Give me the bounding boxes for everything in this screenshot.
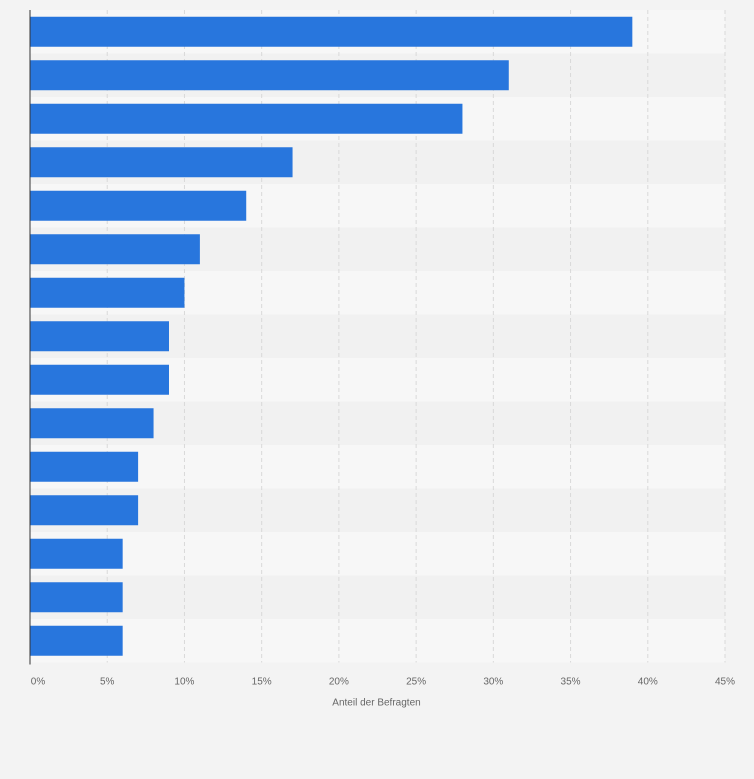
x-tick-label: 15% xyxy=(252,677,272,688)
x-tick-label: 35% xyxy=(561,677,581,688)
bar xyxy=(30,408,154,439)
row-band xyxy=(30,575,725,619)
row-band xyxy=(30,532,725,576)
x-tick-label: 30% xyxy=(483,677,503,688)
bar xyxy=(30,495,139,526)
row-band xyxy=(30,445,725,489)
x-tick-label: 10% xyxy=(174,677,194,688)
bar xyxy=(30,625,123,656)
bar xyxy=(30,103,463,134)
x-tick-label: 40% xyxy=(638,677,658,688)
x-tick-label: 45% xyxy=(715,677,735,688)
bar xyxy=(30,321,169,352)
bar xyxy=(30,364,169,395)
bar xyxy=(30,147,293,178)
bar xyxy=(30,234,200,265)
bar xyxy=(30,60,509,91)
bar xyxy=(30,582,123,613)
bar xyxy=(30,277,185,308)
x-tick-label: 25% xyxy=(406,677,426,688)
x-tick-label: 20% xyxy=(329,677,349,688)
row-band xyxy=(30,488,725,532)
bar xyxy=(30,538,123,569)
bar xyxy=(30,451,139,482)
x-tick-labels: 0% 5% 10% 15% 20% 25% 30% 35% 40% 45% xyxy=(31,677,735,688)
x-axis-title: Anteil der Befragten xyxy=(332,698,420,709)
x-tick-label: 5% xyxy=(100,677,115,688)
row-band xyxy=(30,619,725,663)
bars xyxy=(30,16,633,656)
bar xyxy=(30,190,247,221)
x-tick-label: 0% xyxy=(31,677,46,688)
bar xyxy=(30,16,633,47)
